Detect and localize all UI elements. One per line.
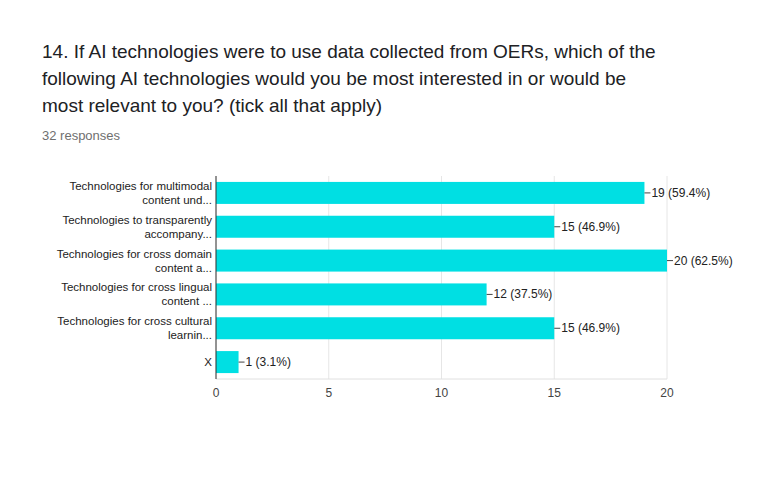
bar [216, 351, 239, 373]
chart: 0 5 10 15 20 19 (59.4%) 15 (46.9%) 20 (62.5%) 12… [0, 0, 770, 488]
grid-line [216, 176, 217, 379]
data-label: 20 (62.5%) [674, 254, 733, 268]
category-label: Technologies for cross domain content a..… [57, 248, 212, 274]
tick-label: 0 [213, 386, 220, 400]
category-label-line: X [204, 356, 212, 368]
label-leader [667, 260, 673, 261]
grid-line [328, 176, 329, 379]
tick-label: 20 [660, 386, 674, 400]
data-label: 19 (59.4%) [651, 186, 710, 200]
grid-line [554, 176, 555, 379]
category-label: Technologies for cross cultural learnin..… [57, 315, 212, 341]
category-label: Technologies for multimodal content und..… [69, 180, 212, 206]
category-label-line: content ... [161, 295, 212, 307]
bar [216, 250, 667, 272]
tick-label: 15 [548, 386, 562, 400]
bar [216, 216, 554, 238]
category-label-line: Technologies for cross cultural [57, 315, 212, 327]
title: 14. If AI technologies were to use data … [42, 38, 672, 119]
subtitle: 32 responses [42, 128, 120, 143]
category-label-line: Technologies for cross lingual [61, 281, 212, 293]
label-leader [239, 362, 245, 363]
category-label-line: Technologies to transparently [62, 214, 212, 226]
data-label: 1 (3.1%) [246, 355, 291, 369]
label-leader [554, 226, 560, 227]
tick-label: 10 [435, 386, 449, 400]
data-label: 12 (37.5%) [494, 287, 553, 301]
label-leader [644, 192, 650, 193]
category-label: X [204, 356, 212, 368]
category-label: Technologies to transparently accompany..… [62, 214, 212, 240]
grid-line [667, 176, 668, 379]
category-label: Technologies for cross lingual content ..… [61, 281, 212, 307]
category-label-line: Technologies for multimodal [69, 180, 212, 192]
data-label: 15 (46.9%) [561, 321, 620, 335]
grid-line [441, 176, 442, 379]
bars [216, 182, 667, 373]
bar [216, 283, 487, 305]
category-label-line: content a... [155, 262, 212, 274]
y-axis [216, 176, 217, 379]
category-label-line: content und... [142, 194, 212, 206]
category-label-line: learnin... [168, 329, 212, 341]
category-label-line: Technologies for cross domain [57, 248, 212, 260]
tick-label: 5 [325, 386, 332, 400]
bar [216, 317, 554, 339]
data-label: 15 (46.9%) [561, 220, 620, 234]
bar [216, 182, 644, 204]
label-leader [554, 328, 560, 329]
x-axis [216, 379, 667, 380]
category-label-line: accompany... [144, 228, 212, 240]
label-leader [487, 294, 493, 295]
